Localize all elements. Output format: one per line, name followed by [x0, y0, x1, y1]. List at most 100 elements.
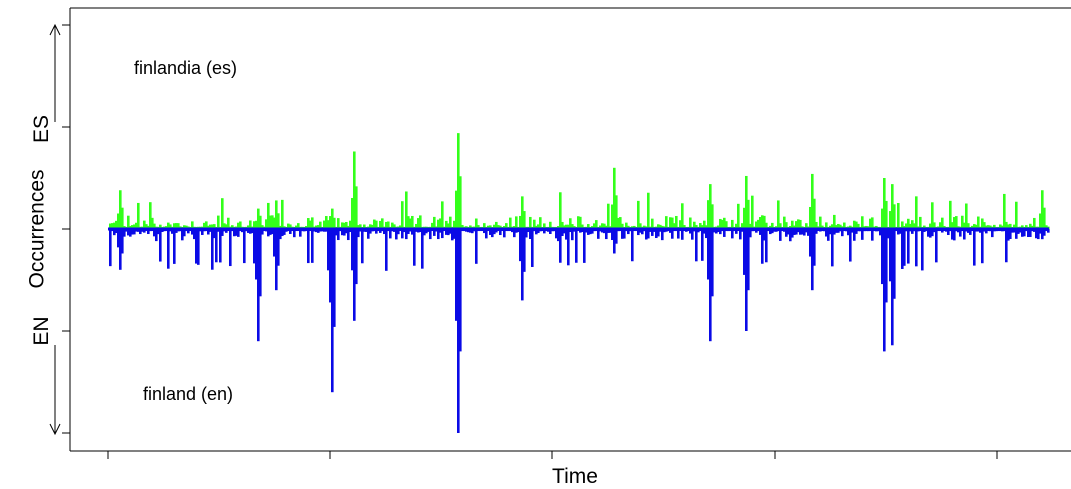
es-bar [977, 216, 980, 229]
es-bar [457, 133, 460, 229]
en-bar [139, 229, 142, 235]
es-bar [581, 224, 584, 229]
en-bar [627, 229, 630, 235]
es-bar [319, 221, 322, 229]
es-bar [211, 224, 214, 229]
es-bar [889, 211, 892, 229]
en-bar [1015, 229, 1018, 239]
es-bar [167, 222, 170, 229]
es-bar [825, 222, 828, 229]
es-bar [755, 221, 758, 229]
en-bar [173, 229, 176, 264]
es-bar [147, 225, 150, 229]
en-bar [403, 229, 406, 233]
en-bar [861, 229, 864, 240]
es-bar [1039, 213, 1042, 229]
es-bar [779, 223, 782, 229]
es-bar [939, 222, 942, 229]
es-bar [923, 225, 926, 229]
en-bar [827, 229, 830, 241]
es-bar [967, 223, 970, 229]
es-bar [679, 220, 682, 229]
es-bar [373, 219, 376, 229]
en-bar [747, 229, 750, 291]
es-bar [965, 203, 968, 229]
en-bar [383, 229, 386, 235]
en-bar [583, 229, 586, 263]
en-bar [531, 229, 534, 267]
es-bar [611, 204, 614, 229]
es-bar [325, 216, 328, 229]
en-bar [709, 229, 712, 342]
es-bar [337, 218, 340, 229]
es-bar [577, 216, 580, 229]
es-bar [763, 215, 766, 229]
es-bar [269, 215, 272, 229]
es-bar [911, 220, 914, 229]
en-bar [779, 229, 782, 241]
es-bar [955, 216, 958, 229]
es-bar [765, 222, 768, 229]
en-bar [563, 229, 566, 234]
es-bar [819, 216, 822, 229]
es-bar [579, 216, 582, 229]
en-bar [701, 229, 704, 261]
es-bar [893, 204, 896, 229]
en-bar [273, 229, 276, 257]
en-bar [911, 229, 914, 234]
en-bar [293, 229, 296, 238]
es-bar [295, 225, 298, 229]
es-bar [503, 225, 506, 229]
en-bar [661, 229, 664, 241]
up-arrow-head-icon [49, 23, 61, 36]
es-bar [627, 225, 630, 229]
en-bar [561, 229, 564, 236]
es-bar [791, 220, 794, 229]
en-bar [543, 229, 546, 234]
en-bar [929, 229, 932, 238]
en-bar [147, 229, 150, 235]
es-bar [227, 217, 230, 229]
es-bar [277, 213, 280, 229]
es-bar [143, 220, 146, 229]
en-bar [797, 229, 800, 233]
es-bar [249, 220, 252, 229]
es-bar [411, 215, 414, 229]
es-bar [567, 224, 570, 229]
en-bar [357, 229, 360, 238]
es-bar [855, 221, 858, 229]
es-bar [355, 186, 358, 229]
en-bar [447, 229, 450, 236]
en-bar [1035, 229, 1038, 239]
es-bar [149, 202, 152, 229]
en-bar [715, 229, 718, 234]
es-bar [795, 221, 798, 229]
en-bar [439, 229, 442, 233]
es-bar [749, 223, 752, 229]
en-bar [639, 229, 642, 233]
en-bar [167, 229, 170, 269]
es-bar [1029, 223, 1032, 229]
en-bar [567, 229, 570, 266]
es-bar [461, 224, 464, 229]
es-bar [719, 218, 722, 229]
en-bar [213, 229, 216, 239]
en-bar [893, 229, 896, 299]
es-bar [437, 219, 440, 229]
es-bar [905, 223, 908, 229]
en-bar [951, 229, 954, 240]
en-bar [129, 229, 132, 237]
en-bar [307, 229, 310, 264]
en-bar [837, 229, 840, 233]
es-bar [643, 225, 646, 229]
es-bar [821, 225, 824, 229]
es-bar [441, 201, 444, 229]
en-bar [927, 229, 930, 237]
es-bar [315, 225, 318, 229]
en-bar [511, 229, 514, 233]
es-bar [379, 220, 382, 229]
en-bar [559, 229, 562, 263]
en-bar [765, 229, 768, 263]
en-bar [233, 229, 236, 237]
